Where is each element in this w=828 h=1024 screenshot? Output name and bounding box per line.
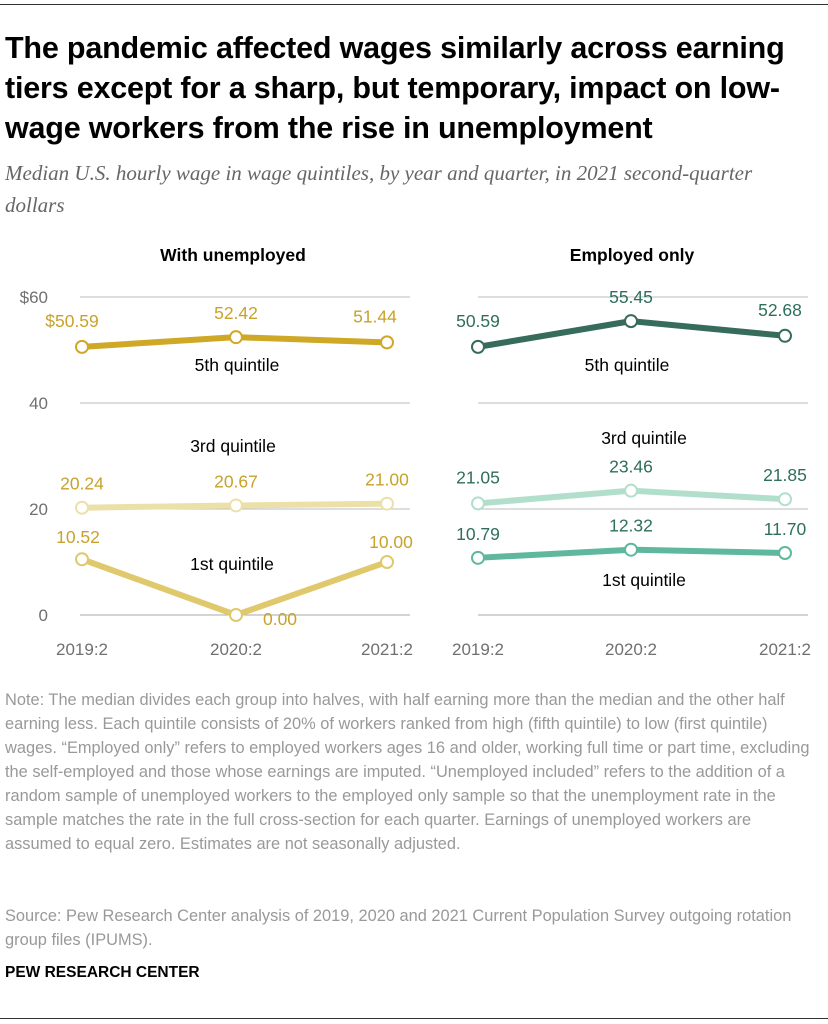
x-tick-label: 2019:2: [452, 640, 504, 659]
data-point: [471, 550, 485, 565]
x-tick-label: 2021:2: [361, 640, 413, 659]
data-point: [624, 314, 638, 329]
data-label: $50.59: [45, 311, 99, 331]
y-tick-label: 20: [29, 500, 48, 519]
data-label: 10.00: [369, 532, 413, 552]
org-credit: PEW RESEARCH CENTER: [5, 964, 200, 981]
data-point: [778, 328, 792, 343]
data-point: [75, 500, 89, 515]
panel-title: With unemployed: [160, 245, 306, 265]
data-label: 0.00: [263, 609, 297, 629]
data-label: 11.70: [764, 519, 807, 539]
data-point: [778, 545, 792, 560]
data-point: [624, 483, 638, 498]
data-label: 23.46: [609, 457, 653, 477]
data-point: [380, 496, 394, 511]
data-label: 21.85: [763, 465, 807, 485]
data-point: [229, 608, 243, 622]
x-tick-label: 2020:2: [210, 640, 262, 659]
data-label: 10.79: [456, 524, 500, 544]
chart-note: Note: The median divides each group into…: [5, 691, 810, 853]
data-point: [471, 339, 485, 354]
x-tick-label: 2020:2: [605, 640, 657, 659]
chart-subtitle: Median U.S. hourly wage in wage quintile…: [5, 161, 753, 217]
panel-with-unemployed: With unemployed $60 40 20 0 2019:2 2020:2 2021:…: [20, 245, 414, 659]
series-name-label: 1st quintile: [602, 570, 686, 590]
data-point: [380, 335, 394, 350]
y-tick-label: $60: [20, 288, 48, 307]
top-rule: [0, 4, 828, 5]
series-name-label: 1st quintile: [190, 554, 274, 574]
series-name-label: 5th quintile: [195, 355, 280, 375]
data-label: 10.52: [56, 527, 100, 547]
data-point: [380, 555, 394, 569]
data-point: [624, 542, 638, 557]
data-point: [75, 552, 89, 567]
data-label: 12.32: [609, 516, 653, 536]
data-label: 50.59: [456, 311, 500, 331]
y-tick-label: 40: [29, 394, 48, 413]
series-name-label: 3rd quintile: [601, 428, 687, 448]
data-label: 52.42: [214, 303, 258, 323]
series-name-label: 5th quintile: [585, 355, 670, 375]
data-label: 21.05: [456, 467, 500, 487]
panel-employed-only: Employed only 2019:2 2020:2 2021:2 50.59 55.4…: [452, 245, 811, 659]
x-tick-label: 2019:2: [56, 640, 108, 659]
y-tick-label: 0: [39, 606, 48, 625]
data-label: 21.00: [365, 470, 409, 490]
data-point: [229, 330, 243, 345]
panel-title: Employed only: [570, 245, 695, 265]
data-label: 55.45: [609, 287, 653, 307]
chart-title: The pandemic affected wages similarly ac…: [5, 31, 785, 145]
data-point: [229, 498, 243, 513]
line-charts: With unemployed $60 40 20 0 2019:2 2020:2 2021:…: [20, 245, 811, 659]
data-label: 20.67: [214, 471, 258, 491]
data-point: [778, 492, 792, 507]
data-label: 51.44: [353, 306, 397, 326]
series-name-label: 3rd quintile: [190, 436, 276, 456]
data-point: [75, 339, 89, 354]
data-point: [471, 496, 485, 511]
bottom-rule: [0, 1018, 828, 1019]
data-label: 20.24: [60, 474, 104, 494]
x-tick-label: 2021:2: [759, 640, 811, 659]
data-label: 52.68: [758, 300, 802, 320]
chart-source: Source: Pew Research Center analysis of …: [5, 907, 792, 949]
